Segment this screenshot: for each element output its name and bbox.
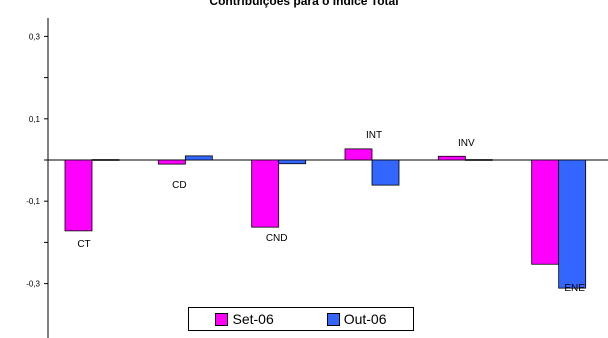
category-label-cnd: CND	[266, 233, 288, 244]
bar-out06-ct	[91, 159, 120, 161]
bar-set06-cd	[157, 159, 186, 165]
bar-out06-cnd	[278, 159, 307, 165]
bar-set06-ene	[531, 159, 560, 265]
y-tick-label: 0,3	[29, 32, 41, 41]
bar-set06-inv	[437, 155, 466, 161]
bar-out06-ene	[558, 159, 587, 289]
legend-swatch-set06	[215, 312, 229, 326]
bars	[64, 148, 587, 289]
legend-item-out06: Out-06	[326, 311, 387, 327]
legend-item-set06: Set-06	[215, 311, 274, 327]
bar-set06-ct	[64, 159, 93, 232]
legend-swatch-out06	[326, 312, 340, 326]
category-label-int: INT	[366, 130, 382, 141]
axes: 0,3 0,1 -0,1 -0,3	[26, 18, 608, 338]
bar-out06-int	[371, 159, 400, 186]
bar-out06-inv	[464, 159, 493, 161]
category-label-inv: INV	[458, 138, 475, 149]
bar-set06-cnd	[251, 159, 280, 228]
chart-title: Contribuições para o Índice Total	[209, 0, 399, 8]
legend-label-set06: Set-06	[232, 311, 274, 327]
category-label-ct: CT	[77, 239, 90, 250]
bar-set06-int	[344, 148, 373, 161]
y-tick-label: -0,1	[26, 197, 40, 206]
y-tick-label: -0,3	[26, 280, 40, 289]
legend: Set-06 Out-06	[188, 307, 414, 331]
category-label-ene: ENE	[564, 283, 585, 294]
legend-label-out06: Out-06	[343, 311, 387, 327]
category-label-cd: CD	[172, 180, 186, 191]
category-labels: CT CD CND INT INV ENE	[77, 130, 585, 294]
y-tick-label: 0,1	[29, 115, 41, 124]
bar-out06-cd	[184, 155, 213, 161]
